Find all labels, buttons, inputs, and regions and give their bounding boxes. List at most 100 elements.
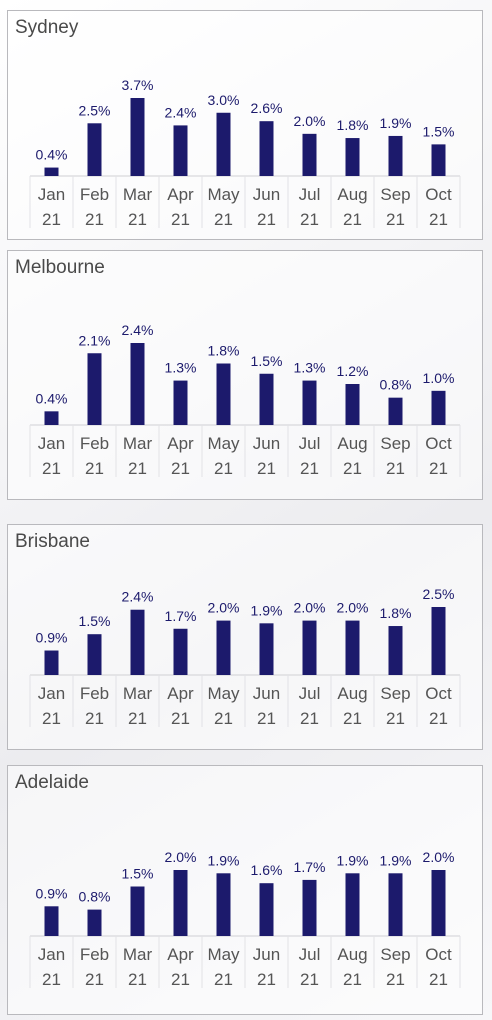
bar bbox=[302, 380, 317, 425]
tick-label: 21 bbox=[429, 970, 448, 989]
tick-label: Jun bbox=[253, 185, 280, 204]
bar bbox=[431, 607, 446, 675]
bar bbox=[87, 123, 102, 176]
tick-label: Feb bbox=[80, 684, 109, 703]
data-label: 1.9% bbox=[337, 852, 369, 868]
tick-label: 21 bbox=[386, 970, 405, 989]
data-label: 1.7% bbox=[165, 608, 197, 624]
data-label: 1.6% bbox=[251, 862, 283, 878]
tick-label: Oct bbox=[425, 185, 452, 204]
tick-label: Mar bbox=[123, 684, 153, 703]
tick-label: 21 bbox=[343, 970, 362, 989]
data-label: 2.5% bbox=[423, 586, 455, 602]
bar bbox=[259, 623, 274, 675]
tick-label: 21 bbox=[128, 970, 147, 989]
tick-label: May bbox=[207, 684, 240, 703]
data-label: 1.5% bbox=[122, 866, 154, 882]
tick-label: 21 bbox=[214, 459, 233, 478]
data-label: 1.3% bbox=[294, 360, 326, 376]
bar bbox=[130, 609, 145, 675]
tick-label: Feb bbox=[80, 945, 109, 964]
tick-label: Oct bbox=[425, 434, 452, 453]
tick-label: Apr bbox=[167, 434, 194, 453]
bar bbox=[216, 112, 231, 176]
tick-label: Jul bbox=[299, 434, 321, 453]
bar bbox=[44, 411, 59, 425]
tick-label: 21 bbox=[257, 970, 276, 989]
tick-label: Aug bbox=[337, 684, 367, 703]
data-label: 1.8% bbox=[380, 605, 412, 621]
tick-label: Mar bbox=[123, 434, 153, 453]
tick-label: Jan bbox=[38, 434, 65, 453]
tick-label: May bbox=[207, 945, 240, 964]
bar bbox=[44, 906, 59, 936]
bar bbox=[388, 135, 403, 176]
data-label: 2.4% bbox=[122, 322, 154, 338]
bar bbox=[345, 620, 360, 675]
bar bbox=[87, 353, 102, 425]
tick-label: Jun bbox=[253, 434, 280, 453]
data-label: 0.4% bbox=[36, 390, 68, 406]
chart-panel-adelaide: Adelaide 0.9% Jan 21 0.8% Feb 21 1.5% Mar 21 2.0%… bbox=[7, 765, 483, 1015]
tick-label: Mar bbox=[123, 185, 153, 204]
tick-label: 21 bbox=[386, 709, 405, 728]
tick-label: 21 bbox=[214, 210, 233, 229]
chart-panel-sydney: Sydney 0.4% Jan 21 2.5% Feb 21 3.7% Mar 21 2.4% Ap… bbox=[7, 10, 483, 240]
chart-title: Adelaide bbox=[15, 772, 89, 793]
data-label: 2.5% bbox=[79, 102, 111, 118]
bar bbox=[130, 98, 145, 176]
tick-label: 21 bbox=[85, 709, 104, 728]
tick-label: 21 bbox=[300, 970, 319, 989]
bar bbox=[388, 397, 403, 425]
tick-label: May bbox=[207, 434, 240, 453]
tick-label: Sep bbox=[380, 185, 410, 204]
tick-label: 21 bbox=[300, 709, 319, 728]
tick-label: 21 bbox=[128, 210, 147, 229]
data-label: 0.9% bbox=[36, 885, 68, 901]
tick-label: Mar bbox=[123, 945, 153, 964]
data-label: 2.0% bbox=[337, 600, 369, 616]
tick-label: 21 bbox=[429, 459, 448, 478]
tick-label: Aug bbox=[337, 185, 367, 204]
bar bbox=[173, 628, 188, 675]
tick-label: Sep bbox=[380, 434, 410, 453]
tick-label: Aug bbox=[337, 434, 367, 453]
data-label: 0.8% bbox=[380, 377, 412, 393]
bar bbox=[302, 133, 317, 176]
tick-label: 21 bbox=[343, 210, 362, 229]
chart-title: Sydney bbox=[15, 17, 79, 38]
bar-chart: 0.4% Jan 21 2.5% Feb 21 3.7% Mar 21 2.4% Apr 21 3.0%… bbox=[29, 77, 461, 229]
bar bbox=[302, 620, 317, 675]
tick-label: 21 bbox=[85, 210, 104, 229]
tick-label: 21 bbox=[429, 709, 448, 728]
tick-label: Jan bbox=[38, 684, 65, 703]
tick-label: 21 bbox=[343, 709, 362, 728]
tick-label: 21 bbox=[42, 459, 61, 478]
data-label: 0.4% bbox=[36, 147, 68, 163]
tick-label: 21 bbox=[128, 459, 147, 478]
data-label: 2.1% bbox=[79, 332, 111, 348]
data-label: 0.9% bbox=[36, 630, 68, 646]
tick-label: Jul bbox=[299, 945, 321, 964]
bar bbox=[216, 363, 231, 425]
bar bbox=[345, 873, 360, 936]
tick-label: Jul bbox=[299, 185, 321, 204]
bar bbox=[431, 390, 446, 425]
bar bbox=[302, 879, 317, 936]
tick-label: Aug bbox=[337, 945, 367, 964]
tick-label: Apr bbox=[167, 684, 194, 703]
data-label: 2.0% bbox=[423, 849, 455, 865]
chart-panel-melbourne: Melbourne 0.4% Jan 21 2.1% Feb 21 2.4% Mar 21 1.3… bbox=[7, 250, 483, 500]
data-label: 2.6% bbox=[251, 100, 283, 116]
bar bbox=[388, 873, 403, 936]
bar bbox=[130, 886, 145, 936]
tick-label: 21 bbox=[429, 210, 448, 229]
tick-label: 21 bbox=[42, 709, 61, 728]
tick-label: Jul bbox=[299, 684, 321, 703]
bar bbox=[259, 373, 274, 425]
tick-label: 21 bbox=[300, 210, 319, 229]
data-label: 1.5% bbox=[251, 353, 283, 369]
tick-label: 21 bbox=[171, 709, 190, 728]
tick-label: Sep bbox=[380, 684, 410, 703]
tick-label: 21 bbox=[300, 459, 319, 478]
